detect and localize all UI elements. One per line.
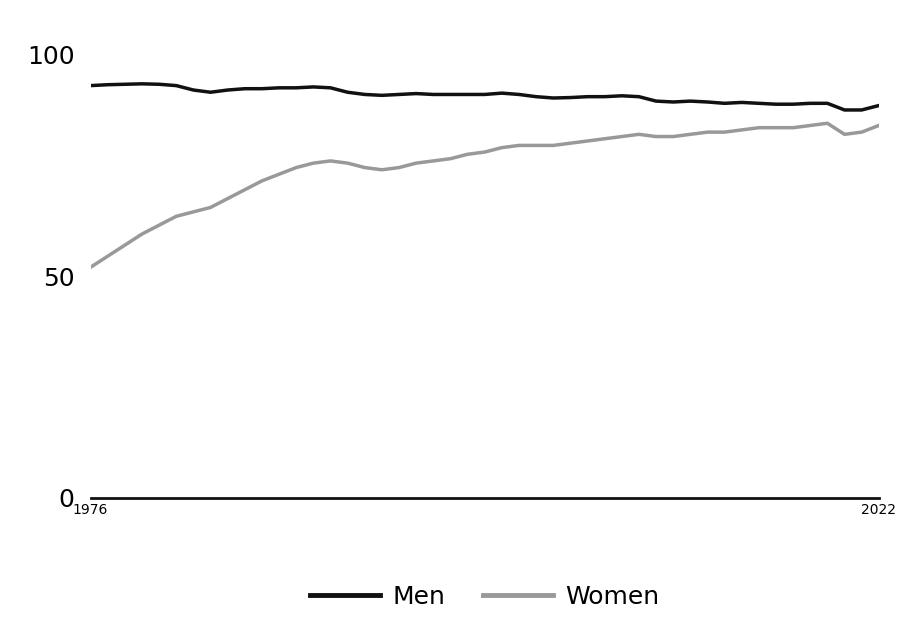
Women xyxy=(651,133,661,140)
Women xyxy=(205,204,216,211)
Women xyxy=(531,142,542,149)
Men xyxy=(616,92,627,100)
Women xyxy=(856,128,867,136)
Men xyxy=(822,100,833,107)
Men xyxy=(325,84,336,92)
Men xyxy=(360,91,371,98)
Men xyxy=(222,86,233,94)
Women xyxy=(496,144,507,151)
Men xyxy=(599,93,610,101)
Women xyxy=(102,253,113,260)
Men xyxy=(120,80,130,88)
Men xyxy=(633,93,644,101)
Women xyxy=(805,122,815,130)
Men xyxy=(856,106,867,114)
Men xyxy=(205,89,216,96)
Men xyxy=(805,100,815,107)
Women xyxy=(702,128,713,136)
Women xyxy=(616,133,627,140)
Women xyxy=(685,131,696,138)
Women xyxy=(754,124,765,131)
Men xyxy=(873,101,884,109)
Men xyxy=(668,98,679,106)
Women xyxy=(377,166,388,174)
Men xyxy=(291,84,302,92)
Legend: Men, Women: Men, Women xyxy=(300,575,670,619)
Women xyxy=(565,139,576,147)
Women xyxy=(599,135,610,143)
Men xyxy=(462,91,473,98)
Men xyxy=(531,93,542,101)
Men xyxy=(496,89,507,97)
Women xyxy=(188,208,198,216)
Women xyxy=(771,124,782,131)
Men xyxy=(154,80,165,88)
Women xyxy=(308,160,319,167)
Women xyxy=(668,133,679,140)
Men xyxy=(754,100,765,107)
Men xyxy=(102,81,113,89)
Men xyxy=(685,97,696,105)
Men xyxy=(342,89,353,96)
Women xyxy=(239,186,250,193)
Women xyxy=(342,160,353,167)
Women xyxy=(548,142,559,149)
Men xyxy=(393,91,404,98)
Line: Women: Women xyxy=(91,123,879,267)
Men xyxy=(445,91,456,98)
Women xyxy=(360,164,371,172)
Women xyxy=(171,212,182,220)
Men xyxy=(256,85,267,93)
Women xyxy=(428,157,439,165)
Men xyxy=(548,94,559,102)
Men xyxy=(410,90,421,98)
Men xyxy=(274,84,284,92)
Women xyxy=(719,128,730,136)
Women xyxy=(445,155,456,163)
Women xyxy=(822,119,833,127)
Women xyxy=(256,177,267,184)
Women xyxy=(291,164,302,172)
Women xyxy=(325,157,336,165)
Women xyxy=(737,126,747,134)
Men xyxy=(787,100,798,108)
Women xyxy=(633,131,644,138)
Men xyxy=(428,91,439,98)
Men xyxy=(651,97,661,105)
Men xyxy=(479,91,490,98)
Women xyxy=(137,230,148,238)
Women xyxy=(787,124,798,131)
Men xyxy=(771,100,782,108)
Men xyxy=(171,82,182,89)
Women xyxy=(462,151,473,158)
Women xyxy=(274,170,284,178)
Men xyxy=(137,80,148,87)
Men xyxy=(737,99,747,107)
Women xyxy=(410,160,421,167)
Men xyxy=(582,93,593,101)
Line: Men: Men xyxy=(91,84,879,110)
Men xyxy=(85,82,96,89)
Women xyxy=(120,241,130,249)
Men xyxy=(308,83,319,91)
Men xyxy=(565,94,576,101)
Women xyxy=(839,131,850,138)
Men xyxy=(514,91,525,98)
Women xyxy=(154,221,165,229)
Men xyxy=(702,98,713,106)
Women xyxy=(582,137,593,145)
Women xyxy=(85,263,96,271)
Men xyxy=(377,91,388,99)
Women xyxy=(873,122,884,130)
Men xyxy=(839,106,850,114)
Men xyxy=(239,85,250,93)
Women xyxy=(479,148,490,156)
Women xyxy=(514,142,525,149)
Men xyxy=(719,100,730,107)
Women xyxy=(222,195,233,202)
Women xyxy=(393,164,404,172)
Men xyxy=(188,86,198,94)
